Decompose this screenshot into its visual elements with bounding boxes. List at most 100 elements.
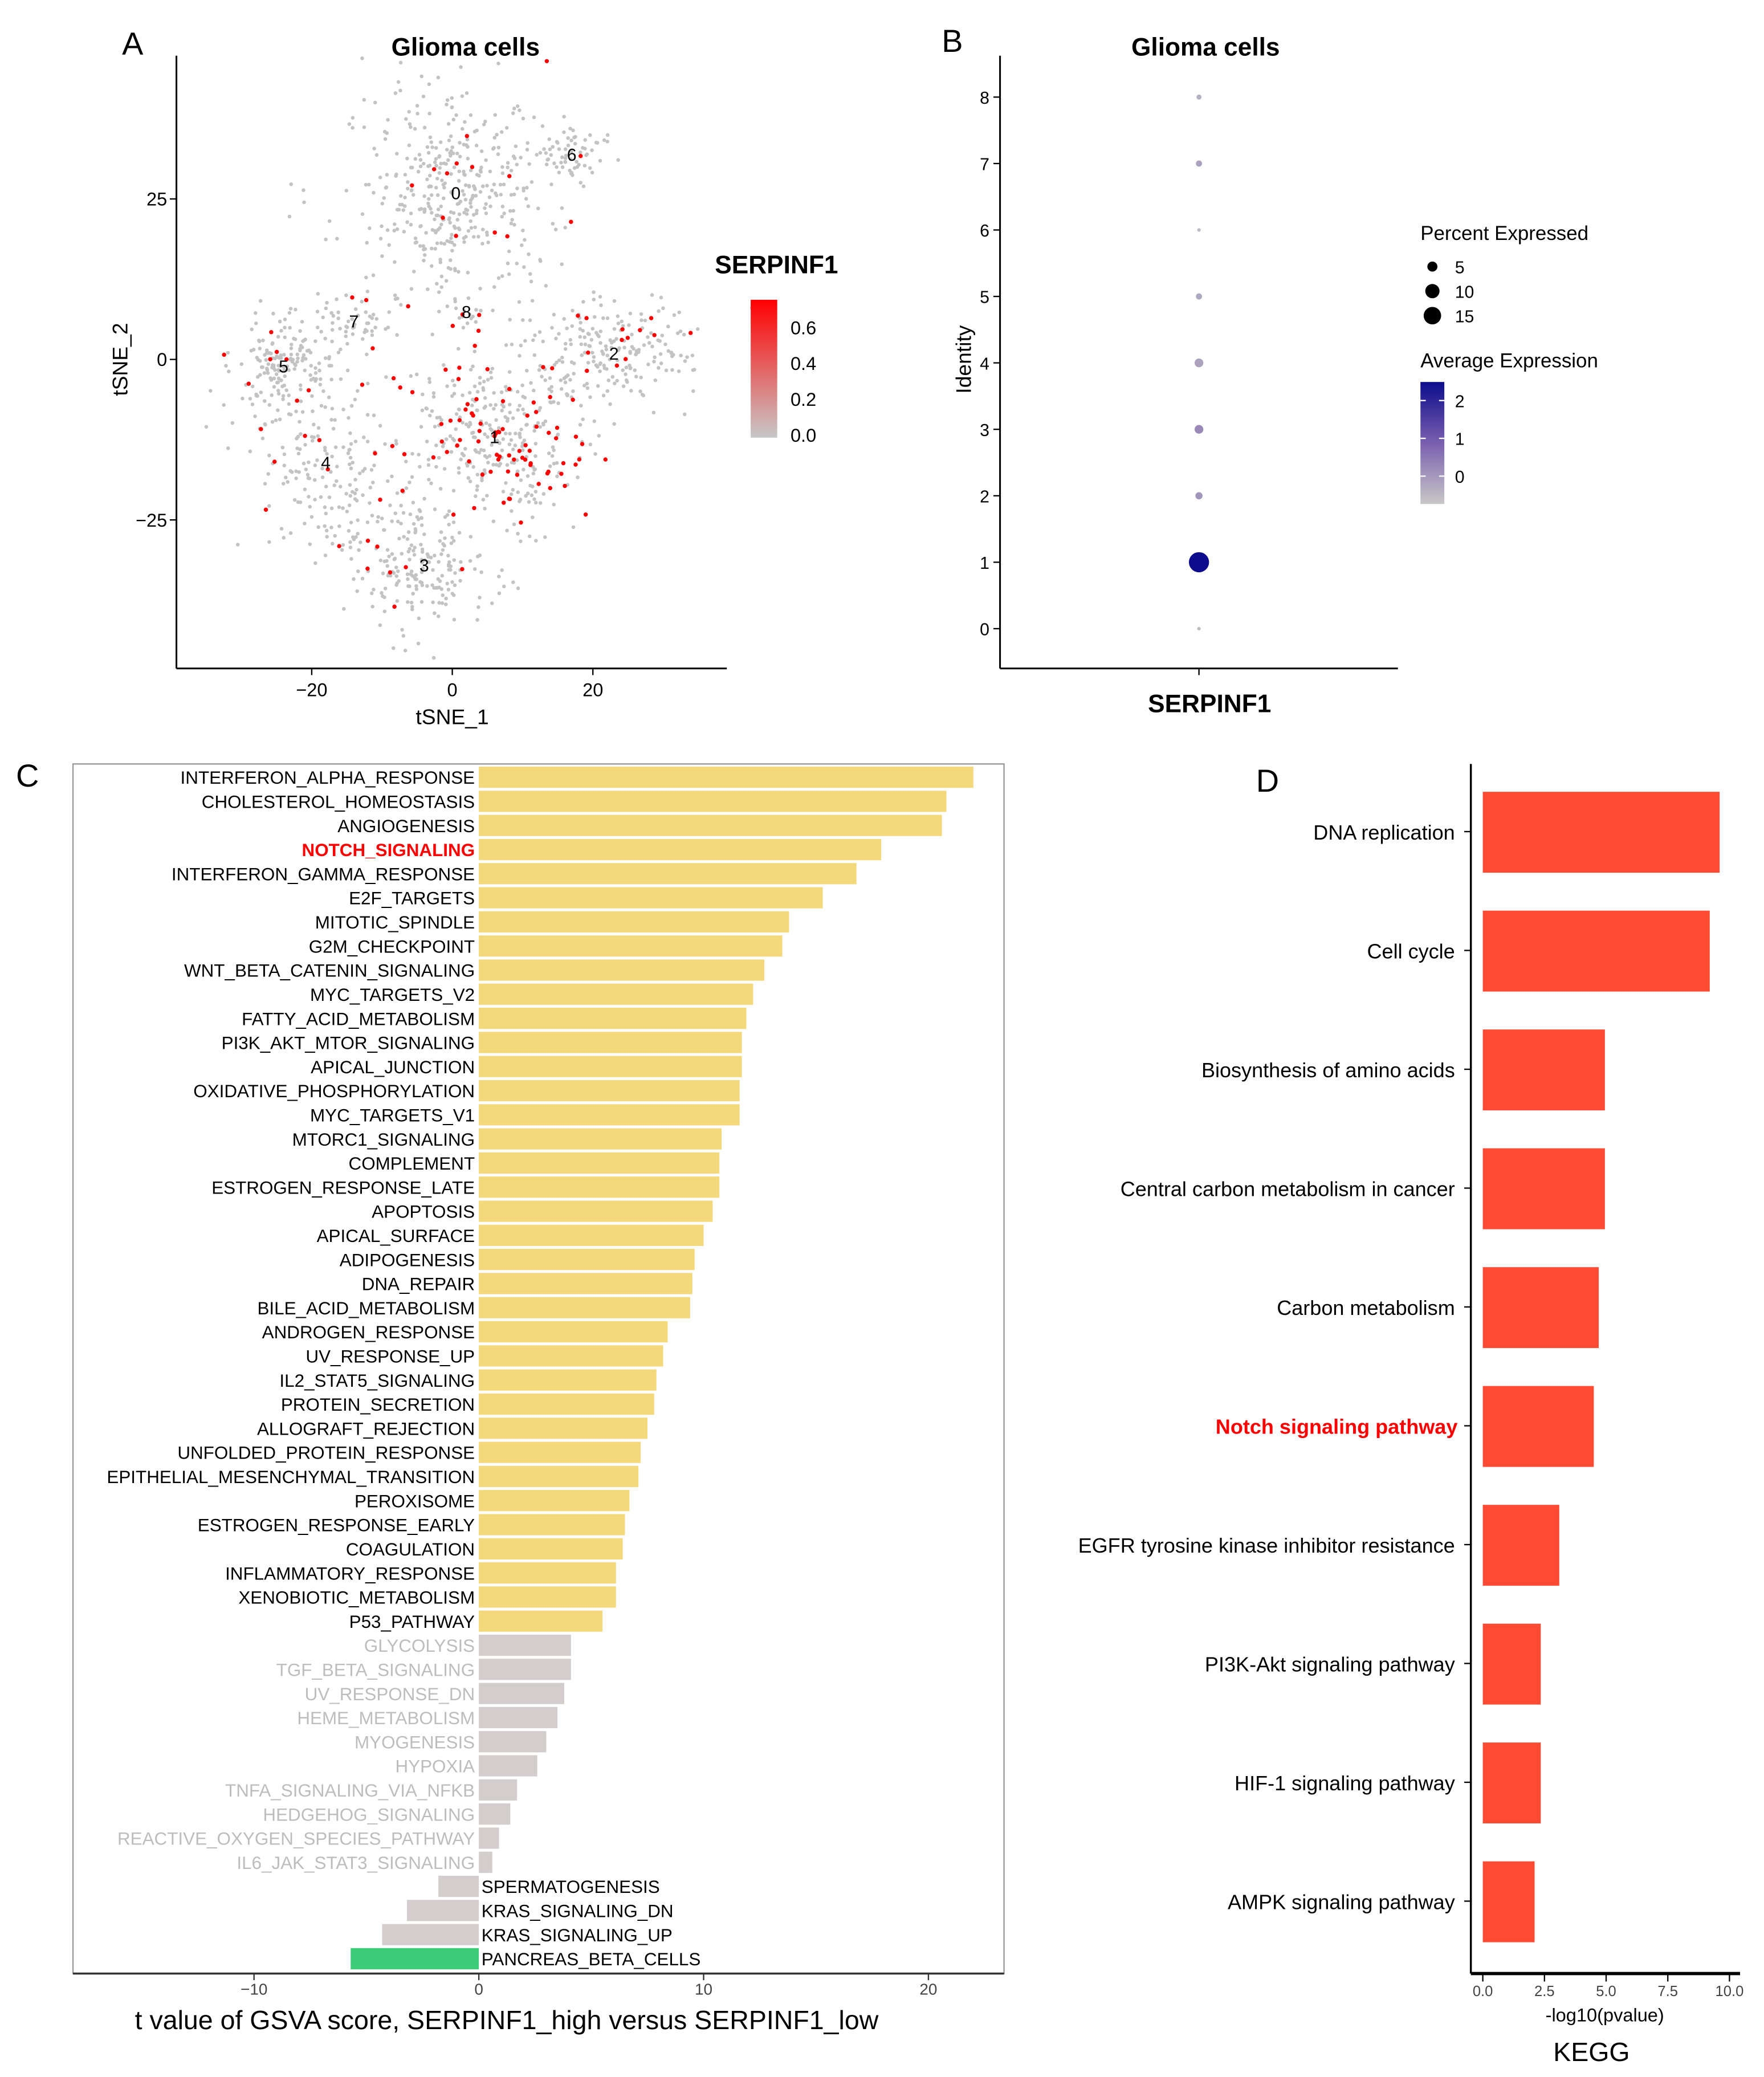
cell-point (339, 377, 343, 381)
cell-point (651, 410, 656, 415)
cell-point (666, 349, 671, 353)
cell-point (280, 384, 284, 389)
cell-point-expressing (550, 366, 555, 370)
cell-point (352, 577, 356, 581)
cell-point (312, 422, 316, 427)
cell-point (559, 387, 564, 391)
cell-point (258, 359, 262, 363)
cell-point (629, 389, 633, 393)
gsva-bar (479, 1200, 713, 1222)
cell-point (557, 332, 561, 336)
cell-point (533, 490, 538, 494)
pathway-label: AMPK signaling pathway (1228, 1890, 1455, 1913)
cell-point (471, 465, 475, 469)
cell-point (535, 153, 539, 157)
cell-point-expressing (375, 544, 380, 549)
cell-point (296, 451, 301, 456)
cell-point (577, 162, 581, 167)
cell-point (457, 179, 461, 183)
cell-point-expressing (523, 443, 528, 447)
cell-point (417, 453, 421, 457)
cell-point (294, 307, 298, 312)
cell-point (426, 458, 431, 462)
cell-point (450, 592, 455, 596)
cell-point (492, 391, 496, 395)
cell-point (596, 333, 600, 337)
cell-point (486, 435, 490, 439)
cell-point (308, 351, 313, 355)
pathway-label: OXIDATIVE_PHOSPHORYLATION (193, 1081, 475, 1101)
kegg-bar (1482, 1623, 1541, 1705)
cell-point (414, 240, 419, 245)
cell-point-expressing (471, 413, 475, 418)
cell-point (518, 499, 522, 503)
cell-point (292, 367, 297, 371)
cell-point (469, 113, 473, 117)
gsva-bar (479, 1224, 704, 1246)
cell-point-expressing (501, 500, 506, 505)
gsva-bar (351, 1948, 479, 1970)
cell-point (345, 510, 349, 514)
cell-point (465, 321, 470, 325)
cell-point (419, 523, 424, 527)
pathway-label: FATTY_ACID_METABOLISM (242, 1009, 475, 1029)
cell-point (455, 152, 459, 156)
cell-point (276, 408, 280, 412)
cell-point (630, 345, 634, 349)
cell-point (282, 452, 287, 457)
cell-point (629, 366, 633, 370)
cell-point (420, 408, 425, 413)
cell-point (599, 303, 603, 307)
cell-point (555, 165, 559, 169)
cell-point (427, 173, 432, 178)
cell-point (239, 362, 244, 366)
cell-point (370, 604, 374, 609)
cell-point (418, 244, 422, 248)
cell-point-expressing (688, 331, 693, 335)
cell-point (497, 575, 501, 579)
cell-point (435, 177, 439, 181)
cell-point (445, 148, 449, 152)
gsva-bar (479, 1779, 518, 1801)
cell-point (518, 404, 522, 408)
cell-point (442, 185, 446, 190)
cell-point (370, 591, 374, 596)
cell-point (361, 493, 365, 497)
cell-point (515, 469, 520, 474)
cell-point (437, 585, 441, 589)
cell-point (627, 323, 631, 327)
cell-point (253, 414, 257, 418)
cell-point (547, 387, 551, 391)
cell-point (453, 243, 457, 247)
cell-point (549, 182, 553, 186)
cell-point (676, 331, 680, 335)
cell-point (443, 602, 448, 606)
cell-point (474, 320, 478, 324)
cell-point (453, 226, 457, 230)
cell-point (394, 565, 398, 569)
cell-point (555, 461, 559, 465)
cell-point (461, 189, 465, 193)
cell-point (329, 526, 333, 530)
cell-point (690, 353, 695, 357)
cell-point (528, 272, 532, 276)
cell-point (532, 115, 536, 120)
cell-point (292, 336, 296, 341)
cell-point (266, 472, 270, 476)
cell-point (461, 325, 466, 330)
pathway-label: COAGULATION (346, 1540, 475, 1559)
cell-point (378, 176, 382, 180)
gsva-bar (479, 863, 857, 885)
cell-point (682, 332, 686, 337)
cell-point (562, 130, 566, 135)
cell-point (324, 511, 328, 516)
cell-point (410, 475, 414, 479)
cell-point (653, 355, 657, 360)
cell-point (323, 449, 327, 453)
pathway-label: BILE_ACID_METABOLISM (257, 1298, 475, 1318)
cell-point (563, 380, 568, 385)
cell-point (395, 207, 400, 212)
cell-point (396, 519, 400, 524)
cell-point (548, 464, 552, 469)
cell-point-expressing (512, 457, 516, 462)
